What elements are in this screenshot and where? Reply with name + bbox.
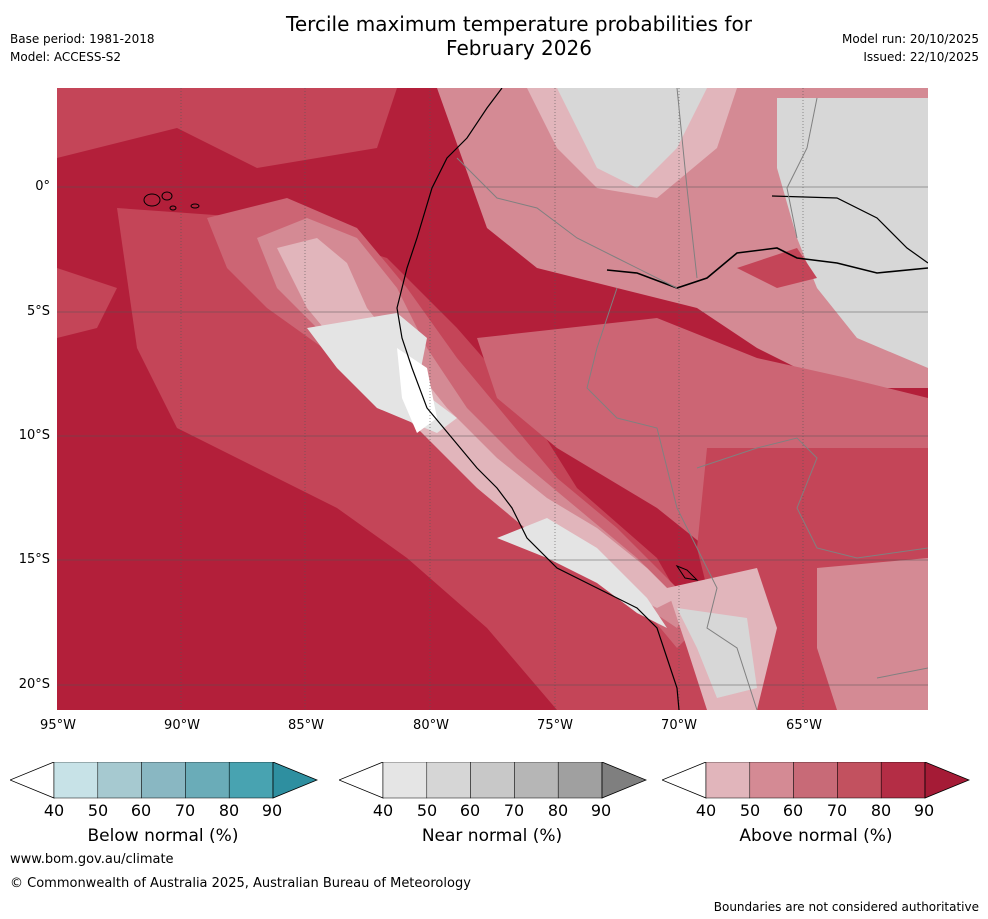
tick-label: 80	[547, 801, 569, 820]
tick-label: 70	[174, 801, 196, 820]
colorbar-under-arrow	[662, 762, 707, 799]
lon-label: 95°W	[40, 718, 76, 733]
lon-label: 80°W	[413, 718, 449, 733]
lat-label: 0°	[35, 179, 50, 194]
lake-titicaca	[675, 564, 699, 581]
title-line-2: February 2026	[446, 36, 592, 60]
colorbar-swatch	[382, 762, 428, 799]
colorbar-swatch	[53, 762, 99, 799]
country-borders	[456, 88, 928, 710]
tick-label: 80	[870, 801, 892, 820]
amazon-river	[606, 247, 928, 289]
colorbar-swatch	[793, 762, 838, 799]
tick-label: 70	[503, 801, 525, 820]
colorbar-swatch	[228, 762, 274, 799]
lat-label: 20°S	[18, 677, 50, 692]
chart-title: Tercile maximum temperature probabilitie…	[219, 12, 819, 60]
map-svg	[57, 88, 928, 710]
meta-right: Model run: 20/10/2025 Issued: 22/10/2025	[842, 32, 979, 68]
disclaimer: Boundaries are not considered authoritat…	[713, 900, 979, 914]
below-normal-colorbar	[10, 762, 318, 799]
colorbar-over-arrow	[924, 762, 970, 799]
lon-label: 70°W	[661, 718, 697, 733]
near-normal-brazil	[777, 98, 928, 368]
tick-label: 50	[416, 801, 438, 820]
near-normal-colorbar	[339, 762, 647, 799]
southeast-zone-50	[817, 558, 928, 710]
colorbar-swatch	[749, 762, 794, 799]
near-colorbar-swatches	[339, 762, 647, 799]
colorbar-under-arrow	[339, 762, 384, 799]
north-ocean-zone	[57, 88, 397, 168]
base-period: Base period: 1981-2018	[10, 32, 155, 46]
rio-negro	[771, 195, 928, 264]
below-normal-title: Below normal (%)	[87, 826, 239, 846]
lon-label: 75°W	[537, 718, 573, 733]
tick-label: 50	[87, 801, 109, 820]
above-normal-title: Above normal (%)	[739, 826, 893, 846]
title-line-1: Tercile maximum temperature probabilitie…	[286, 12, 752, 36]
near-normal-colombia	[557, 88, 707, 188]
model-name: Model: ACCESS-S2	[10, 50, 122, 64]
colorbar-swatch	[705, 762, 751, 799]
tick-label: 60	[459, 801, 481, 820]
lat-label: 15°S	[18, 552, 50, 567]
copyright: © Commonwealth of Australia 2025, Austra…	[10, 876, 471, 891]
tick-label: 60	[782, 801, 804, 820]
south-america-coastline	[396, 88, 680, 710]
lon-label: 90°W	[164, 718, 200, 733]
below-colorbar-swatches	[10, 762, 318, 799]
colorbar-under-arrow	[10, 762, 55, 799]
coastal-zone-70	[117, 208, 707, 710]
tick-label: 90	[590, 801, 612, 820]
colorbar-swatch	[514, 762, 559, 799]
colorbar-swatch	[557, 762, 603, 799]
lon-label: 85°W	[288, 718, 324, 733]
near-normal-title: Near normal (%)	[421, 826, 563, 846]
issued-date: Issued: 22/10/2025	[863, 50, 979, 64]
colorbar-swatch	[470, 762, 515, 799]
tick-label: 40	[43, 801, 65, 820]
lat-label: 5°S	[26, 304, 50, 319]
meta-left: Base period: 1981-2018 Model: ACCESS-S2	[10, 32, 155, 68]
galapagos-islands	[143, 191, 200, 211]
colorbar-swatch	[880, 762, 926, 799]
website-link[interactable]: www.bom.gov.au/climate	[10, 852, 174, 867]
near-normal-altiplano	[677, 608, 757, 698]
tick-label: 90	[913, 801, 935, 820]
colorbar-swatch	[141, 762, 186, 799]
colorbar-swatch	[426, 762, 471, 799]
colorbar-over-arrow	[601, 762, 647, 799]
parallel-lines	[57, 186, 928, 686]
model-run: Model run: 20/10/2025	[841, 32, 979, 46]
tick-label: 40	[695, 801, 717, 820]
lat-label: 10°S	[18, 428, 50, 443]
tick-label: 70	[826, 801, 848, 820]
near-normal-south-coast	[497, 518, 667, 628]
above-colorbar-swatches	[662, 762, 970, 799]
tick-label: 40	[372, 801, 394, 820]
west-ocean-zone	[57, 268, 117, 338]
probability-map	[57, 88, 928, 710]
colorbar-over-arrow	[272, 762, 318, 799]
white-peru-coast	[397, 348, 437, 433]
tick-label: 80	[218, 801, 240, 820]
colorbar-swatch	[185, 762, 230, 799]
tick-label: 50	[739, 801, 761, 820]
colorbar-swatch	[97, 762, 142, 799]
colorbar-swatch	[837, 762, 882, 799]
tick-label: 60	[130, 801, 152, 820]
above-normal-colorbar	[662, 762, 970, 799]
tick-label: 90	[261, 801, 283, 820]
lon-label: 65°W	[786, 718, 822, 733]
